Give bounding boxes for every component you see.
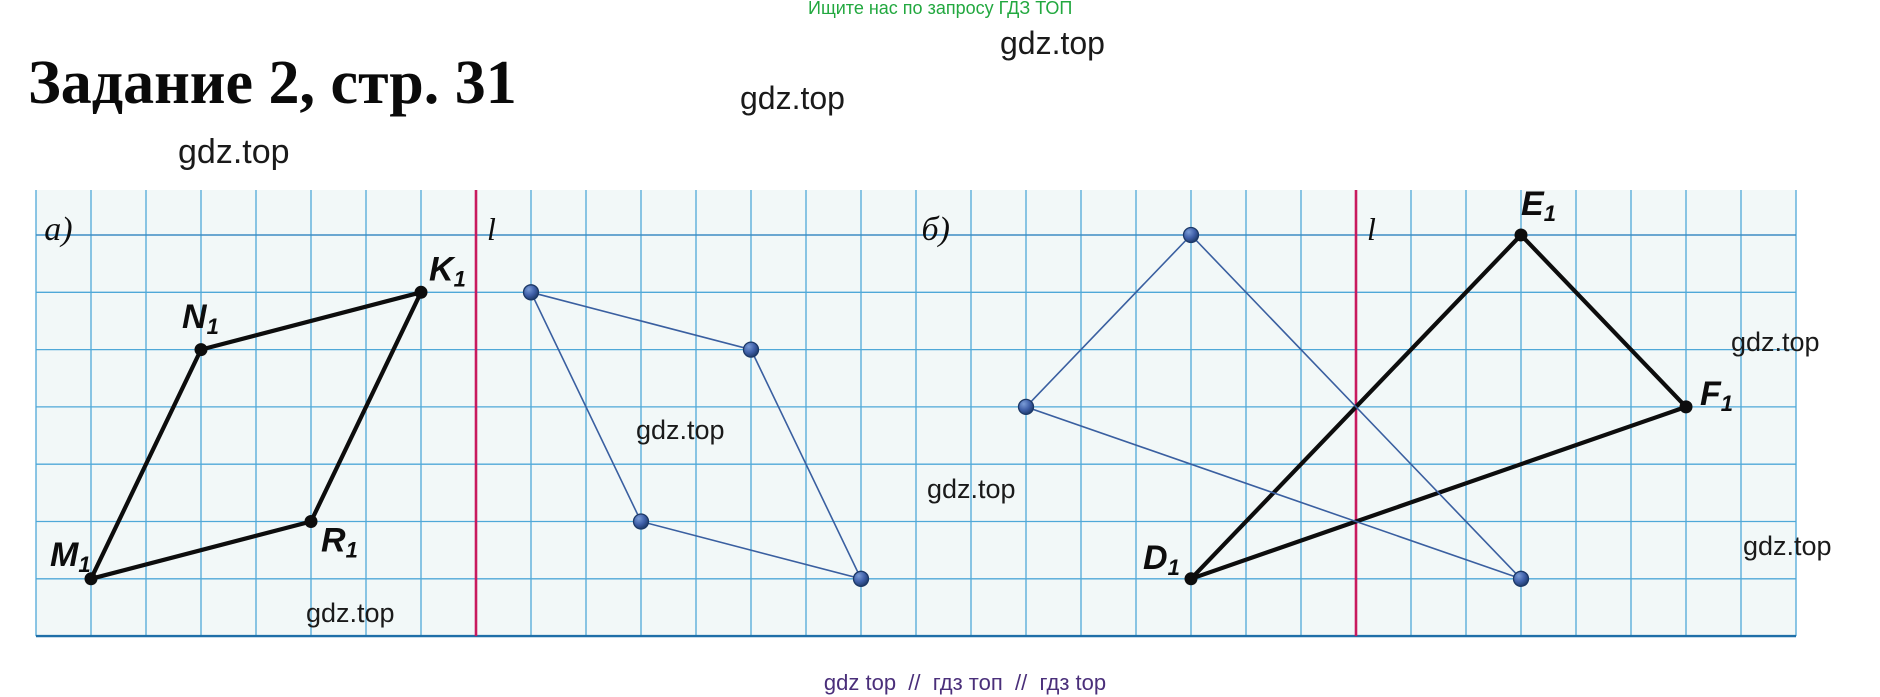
svg-text:l: l: [1367, 211, 1376, 247]
svg-text:gdz.top: gdz.top: [636, 415, 725, 445]
svg-text:gdz.top: gdz.top: [1743, 531, 1832, 561]
svg-text:gdz.top: gdz.top: [1731, 327, 1820, 357]
svg-text:а): а): [44, 211, 72, 248]
svg-text:gdz.top: gdz.top: [927, 474, 1016, 504]
svg-text:gdz.top: gdz.top: [306, 598, 395, 628]
svg-text:l: l: [487, 211, 496, 247]
svg-text:б): б): [922, 211, 950, 248]
